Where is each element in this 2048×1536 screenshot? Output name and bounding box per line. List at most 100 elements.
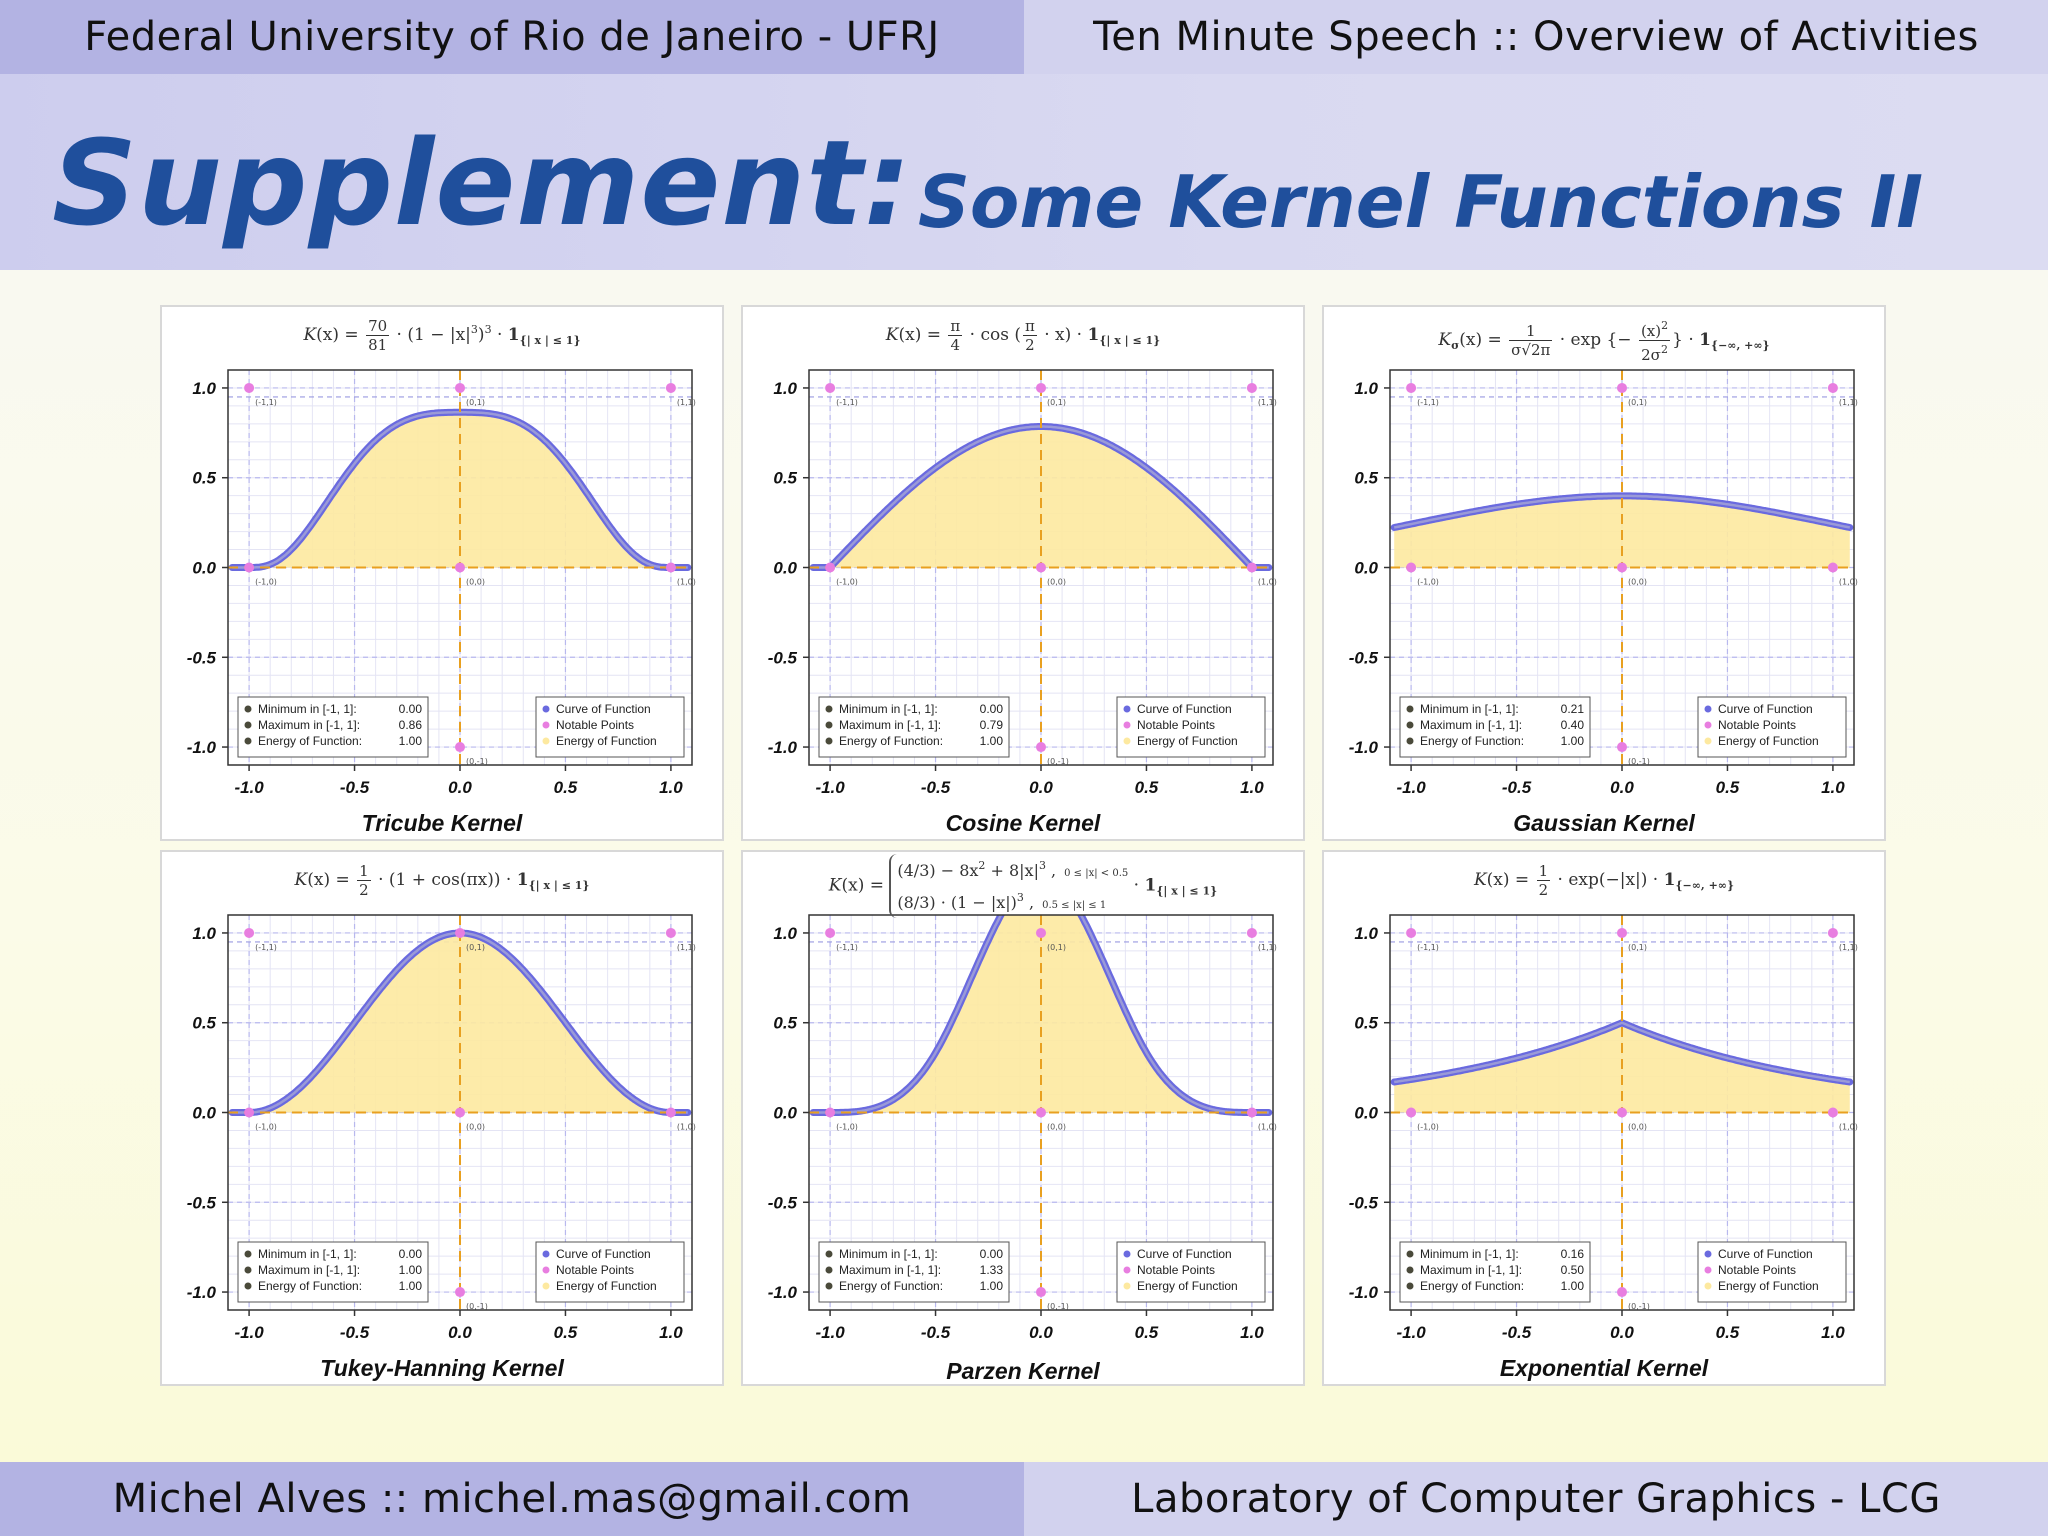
header-talk-title: Ten Minute Speech :: Overview of Activit… [1093,14,1979,60]
legend-label: Curve of Function [1718,1247,1813,1261]
notable-point-label: (0,0) [1047,578,1066,587]
notable-point-label: (1,1) [677,398,696,407]
legend-box: Curve of Function Notable Points Energy of… [535,1241,685,1303]
legend-label: Curve of Function [556,1247,651,1261]
legend-box: Curve of Function Notable Points Energy of… [1697,1241,1847,1303]
notable-point [1827,382,1838,393]
y-tick-label: -1.0 [1349,1283,1379,1302]
curve-highlight [1393,494,1851,529]
y-tick-label: -0.5 [187,648,217,667]
x-tick-label: 1.0 [1821,1323,1845,1342]
notable-point [1246,382,1257,393]
stat-label: Energy of Function: [1420,1279,1524,1293]
y-tick-label: 0.5 [773,1014,797,1033]
legend-swatch [1704,1266,1712,1274]
tricube-chart: (-1,1) (0,1) (1,1) (-1,0) (0,0) (1,0) (0,-1) 1.… [187,369,696,797]
notable-point-label: (0,-1) [466,1302,488,1311]
notable-point [455,1287,465,1298]
y-tick-label: 1.0 [773,924,797,943]
notable-point-label: (0,1) [1628,943,1647,952]
header-institution: Federal University of Rio de Janeiro - U… [84,14,940,60]
stat-value: 1.00 [1561,734,1585,748]
stat-value: 0.40 [1561,718,1585,732]
notable-point [455,562,465,573]
stat-bullet [1406,1282,1414,1290]
x-tick-label: -0.5 [921,1323,951,1342]
legend-swatch [1123,721,1131,729]
curve-highlight [1394,1021,1850,1084]
x-tick-label: -0.5 [1502,778,1532,797]
stat-value: 0.86 [399,718,423,732]
stat-bullet [825,737,833,745]
notable-point-label: (1,1) [1258,943,1277,952]
notable-point-label: (0,0) [1047,1123,1066,1132]
tricube-formula: K(x) = 70 81 · (1 − |x|3)3 · 1{| x | ≤ 1} [303,317,581,354]
notable-point [1617,1107,1627,1118]
x-tick-label: 1.0 [1240,1323,1264,1342]
exponential-chart: (-1,1) (0,1) (1,1) (-1,0) (0,0) (1,0) (0,-1) 1.… [1349,914,1858,1342]
legend-label: Notable Points [1718,718,1796,732]
legend-swatch [1123,1266,1131,1274]
notable-point-label: (1,0) [1258,578,1277,587]
stat-bullet [1406,737,1414,745]
footer-right: Laboratory of Computer Graphics - LCG [1024,1462,2048,1536]
notable-point [1246,927,1257,938]
y-tick-label: 0.5 [192,469,216,488]
notable-point [1827,562,1838,573]
stat-label: Maximum in [-1, 1]: [258,1263,360,1277]
y-tick-label: 1.0 [1354,924,1378,943]
notable-point [1617,927,1627,938]
energy-area [232,933,688,1113]
x-tick-label: 1.0 [659,778,683,797]
y-tick-label: 0.5 [192,1014,216,1033]
stat-label: Minimum in [-1, 1]: [1420,1247,1519,1261]
curve-highlight [813,915,1269,1114]
legend-label: Curve of Function [1137,702,1232,716]
stat-label: Maximum in [-1, 1]: [1420,718,1522,732]
y-tick-label: 0.0 [192,1104,216,1123]
tricube-panel: (-1,1) (0,1) (1,1) (-1,0) (0,0) (1,0) (0,-1) 1.… [160,305,724,841]
notable-point [825,927,836,938]
x-tick-label: 1.0 [659,1323,683,1342]
stat-label: Energy of Function: [839,1279,943,1293]
stat-label: Minimum in [-1, 1]: [258,702,357,716]
notable-point [825,382,836,393]
x-tick-label: 1.0 [1240,778,1264,797]
notable-point [1617,562,1627,573]
x-tick-label: 0.0 [1029,1323,1053,1342]
stat-bullet [825,1282,833,1290]
stat-label: Minimum in [-1, 1]: [839,702,938,716]
stat-value: 0.00 [399,1247,423,1261]
notable-point [825,562,836,573]
stat-label: Maximum in [-1, 1]: [839,1263,941,1277]
legend-label: Energy of Function [556,734,657,748]
exponential-title: Exponential Kernel [1499,1355,1709,1381]
stat-bullet [244,1250,252,1258]
legend-box: Curve of Function Notable Points Energy of… [1116,1241,1266,1303]
gaussian-formula: Kσ(x) = 1 σ√2π · exp {− (x)2 2σ2} · 1{−∞, … [1438,319,1770,364]
notable-point-label: (-1,0) [1417,578,1439,587]
stat-bullet [1406,705,1414,713]
notable-point [1036,742,1046,753]
stat-value: 0.00 [980,1247,1004,1261]
legend-label: Notable Points [556,718,634,732]
legend-box: Curve of Function Notable Points Energy of… [1116,696,1266,758]
tricube-title: Tricube Kernel [361,810,523,836]
stat-value: 1.00 [399,734,423,748]
notable-point-label: (0,1) [466,943,485,952]
notable-point-label: (1,0) [1839,1123,1858,1132]
stat-value: 0.79 [980,718,1004,732]
x-tick-label: 0.0 [448,1323,472,1342]
energy-area [813,426,1269,568]
footer-lab: Laboratory of Computer Graphics - LCG [1131,1476,1941,1522]
legend-label: Energy of Function [1137,734,1238,748]
parzen-formula: K(x) = (4/3) − 8x2 + 8|x|3 ,0 ≤ |x| < 0.… [743,854,1303,918]
notable-point-label: (-1,1) [255,398,277,407]
stats-box: Minimum in [-1, 1]: 0.16 Maximum in [-1, 1… [1399,1241,1591,1303]
bottom-bar: Michel Alves :: michel.mas@gmail.com Lab… [0,1462,2048,1536]
legend-swatch [542,705,550,713]
stat-label: Minimum in [-1, 1]: [258,1247,357,1261]
notable-point [825,1107,836,1118]
y-tick-label: 0.0 [192,559,216,578]
legend-swatch [542,1282,550,1290]
